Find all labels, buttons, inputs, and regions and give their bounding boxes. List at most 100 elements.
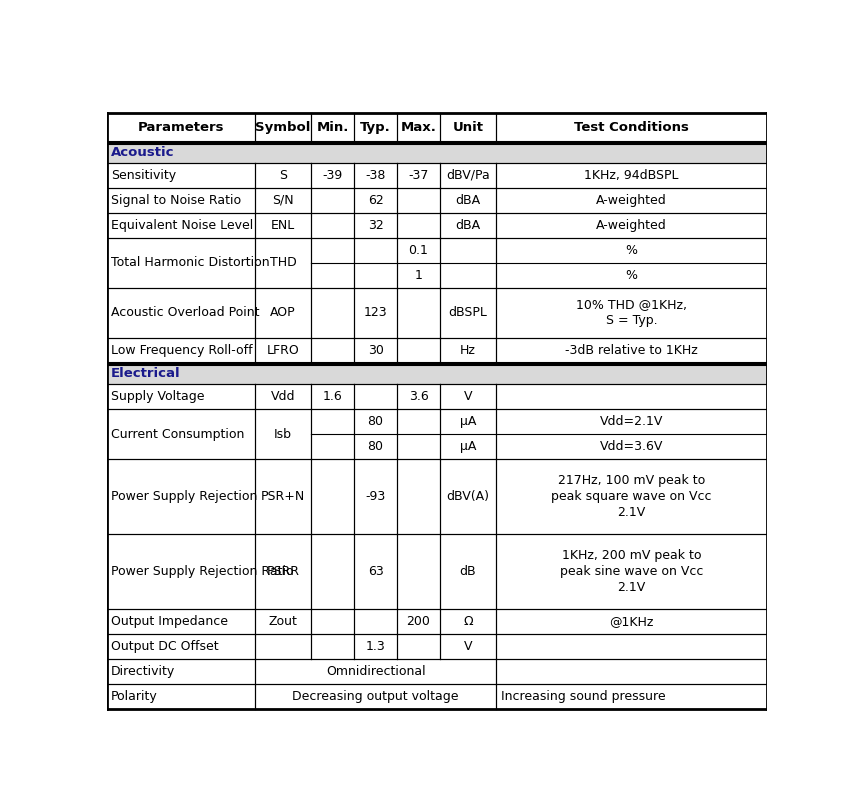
Text: Vdd=2.1V: Vdd=2.1V [600, 415, 663, 428]
Bar [496, 338, 767, 363]
Text: Vdd: Vdd [271, 390, 296, 403]
Bar [311, 534, 354, 609]
Text: -3dB relative to 1KHz: -3dB relative to 1KHz [565, 344, 698, 357]
Bar [440, 338, 496, 363]
Bar [496, 684, 767, 710]
Bar [397, 213, 440, 238]
Text: Max.: Max. [400, 121, 436, 134]
Bar [106, 534, 255, 609]
Bar [106, 684, 255, 710]
Bar [496, 263, 767, 288]
Bar [311, 163, 354, 188]
Text: AOP: AOP [270, 307, 296, 320]
Text: THD: THD [270, 256, 296, 269]
Bar [255, 384, 311, 410]
Bar [397, 435, 440, 459]
Bar [106, 634, 255, 659]
Bar [255, 459, 311, 534]
Bar [354, 609, 397, 634]
Bar [496, 609, 767, 634]
Bar [106, 363, 767, 384]
Bar [440, 113, 496, 141]
Text: Output DC Offset: Output DC Offset [111, 641, 219, 654]
Bar [354, 634, 397, 659]
Bar [440, 634, 496, 659]
Bar [440, 238, 496, 263]
Bar [106, 238, 255, 288]
Bar [106, 609, 255, 634]
Bar [106, 163, 255, 188]
Text: Current Consumption: Current Consumption [111, 428, 245, 441]
Bar [354, 435, 397, 459]
Text: 30: 30 [367, 344, 383, 357]
Text: Signal to Noise Ratio: Signal to Noise Ratio [111, 194, 241, 207]
Bar [311, 384, 354, 410]
Bar [255, 684, 496, 710]
Text: Acoustic: Acoustic [111, 146, 175, 159]
Text: A-weighted: A-weighted [596, 194, 667, 207]
Bar [106, 141, 767, 163]
Text: 80: 80 [367, 440, 383, 453]
Bar [354, 410, 397, 435]
Bar [106, 410, 255, 459]
Text: V: V [463, 641, 472, 654]
Bar [397, 410, 440, 435]
Bar [440, 288, 496, 338]
Bar [354, 338, 397, 363]
Text: Polarity: Polarity [111, 690, 158, 703]
Bar [496, 634, 767, 659]
Bar [311, 410, 354, 435]
Bar [397, 459, 440, 534]
Text: Typ.: Typ. [360, 121, 391, 134]
Bar [311, 459, 354, 534]
Text: S: S [279, 169, 287, 182]
Text: dBV(A): dBV(A) [446, 491, 490, 504]
Text: 62: 62 [368, 194, 383, 207]
Bar [106, 288, 255, 338]
Text: Symbol: Symbol [256, 121, 311, 134]
Bar [496, 188, 767, 213]
Text: Unit: Unit [452, 121, 484, 134]
Text: 1: 1 [415, 269, 423, 282]
Bar [354, 213, 397, 238]
Bar [397, 113, 440, 141]
Text: Electrical: Electrical [111, 367, 181, 380]
Text: 1.6: 1.6 [323, 390, 343, 403]
Bar [354, 113, 397, 141]
Bar [496, 410, 767, 435]
Bar [255, 188, 311, 213]
Bar [397, 288, 440, 338]
Text: 1KHz, 200 mV peak to
peak sine wave on Vcc
2.1V: 1KHz, 200 mV peak to peak sine wave on V… [560, 549, 703, 594]
Text: PSRR: PSRR [267, 565, 300, 578]
Bar [106, 659, 255, 684]
Bar [311, 288, 354, 338]
Bar [255, 238, 311, 288]
Bar [106, 188, 255, 213]
Bar [106, 113, 255, 141]
Bar [255, 113, 311, 141]
Bar [496, 659, 767, 684]
Bar [440, 609, 496, 634]
Text: dBV/Pa: dBV/Pa [446, 169, 490, 182]
Text: -37: -37 [408, 169, 429, 182]
Bar [397, 263, 440, 288]
Bar [255, 659, 496, 684]
Bar [440, 410, 496, 435]
Bar [397, 634, 440, 659]
Bar [397, 534, 440, 609]
Bar [496, 113, 767, 141]
Text: ENL: ENL [271, 219, 296, 232]
Text: Zout: Zout [268, 616, 297, 629]
Text: μA: μA [460, 415, 476, 428]
Bar [496, 384, 767, 410]
Bar [311, 634, 354, 659]
Text: Omnidirectional: Omnidirectional [325, 665, 425, 678]
Text: Parameters: Parameters [137, 121, 224, 134]
Text: -39: -39 [323, 169, 343, 182]
Bar [397, 238, 440, 263]
Bar [440, 459, 496, 534]
Bar [354, 384, 397, 410]
Text: V: V [463, 390, 472, 403]
Bar [255, 410, 311, 459]
Text: A-weighted: A-weighted [596, 219, 667, 232]
